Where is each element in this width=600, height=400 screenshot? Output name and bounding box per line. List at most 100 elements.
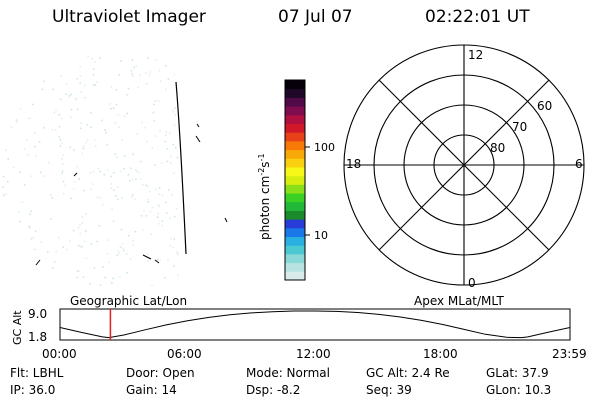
emission-pixel [90,112,92,114]
ytick-9: 9.0 [28,307,47,321]
emission-pixel [29,213,31,215]
emission-pixel [84,240,86,243]
lat-label-60: 60 [537,99,552,113]
emission-pixel [153,119,156,122]
emission-pixel [52,267,54,269]
emission-pixel [3,194,5,197]
emission-pixel [81,216,84,218]
emission-pixel [83,189,85,192]
emission-pixel [79,75,82,77]
emission-pixel [111,208,113,210]
emission-pixel [147,185,149,188]
emission-pixel [92,68,95,70]
emission-pixel [50,194,52,196]
emission-pixel [146,252,149,255]
emission-pixel [110,86,113,88]
emission-pixel [91,183,94,185]
emission-pixel [156,216,159,218]
emission-pixel [123,115,126,117]
emission-pixel [41,88,44,91]
emission-pixel [147,260,149,263]
mlt-label-12: 12 [468,48,483,62]
emission-pixels [2,55,179,287]
emission-pixel [161,194,164,197]
emission-pixel [148,190,151,193]
emission-pixel [34,145,36,148]
emission-pixel [158,223,160,225]
emission-pixel [121,139,123,141]
emission-pixel [19,107,22,110]
instrument-title: Ultraviolet Imager [52,7,206,27]
emission-pixel [169,132,171,135]
emission-pixel [34,230,37,233]
emission-pixel [30,210,32,213]
emission-pixel [157,204,160,206]
emission-pixel [165,131,167,133]
emission-pixel [113,189,115,191]
emission-pixel [29,226,31,229]
emission-pixel [121,197,123,199]
emission-pixel [151,147,154,149]
emission-pixel [112,277,115,280]
emission-pixel [140,160,142,163]
emission-pixel [57,236,60,239]
emission-pixel [75,98,77,101]
emission-pixel [147,198,149,201]
polar-diagonal-2 [378,79,550,251]
emission-pixel [135,65,137,67]
emission-pixel [104,129,106,131]
emission-pixel [15,119,18,121]
xtick-2359: 23:59 [552,347,587,361]
emission-pixel [94,84,96,86]
emission-pixel [165,201,167,204]
colorbar-cell [285,166,305,177]
emission-pixel [70,197,72,200]
emission-pixel [174,113,176,116]
emission-pixel [135,178,137,181]
emission-pixel [128,234,130,237]
filter-info: Flt: LBHL [10,366,64,380]
emission-pixel [5,193,7,195]
emission-pixel [143,210,145,212]
emission-pixel [89,172,92,174]
emission-pixel [61,172,63,175]
emission-pixel [76,108,79,111]
emission-pixel [175,146,177,149]
emission-pixel [136,170,138,173]
emission-pixel [85,230,87,232]
colorbar-cell [285,158,305,168]
emission-pixel [116,186,119,189]
colorbar-cell [285,253,305,264]
colorbar-cell [285,175,305,185]
emission-pixel [47,251,49,253]
emission-pixel [173,238,175,241]
emission-pixel [84,96,86,99]
emission-pixel [92,73,95,76]
emission-pixel [115,89,118,91]
emission-pixel [170,155,172,158]
altitude-line [59,310,571,339]
emission-pixel [117,198,119,201]
seq-info: Seq: 39 [366,383,412,397]
emission-pixel [114,153,116,155]
emission-pixel [172,111,174,113]
emission-pixel [78,270,81,272]
emission-pixel [137,86,139,89]
emission-pixel [79,127,82,130]
emission-pixel [110,108,112,110]
emission-pixel [96,81,98,83]
emission-pixel [119,276,121,278]
emission-pixel [132,179,134,181]
emission-pixel [62,192,65,195]
geographic-title: Geographic Lat/Lon [70,294,188,308]
emission-pixel [106,252,109,255]
emission-pixel [158,100,160,102]
emission-pixel [121,247,124,250]
emission-pixel [173,124,176,127]
emission-pixel [99,284,102,286]
emission-pixel [161,220,164,222]
emission-pixel [80,122,82,124]
emission-pixel [126,94,128,96]
emission-pixel [124,155,126,157]
